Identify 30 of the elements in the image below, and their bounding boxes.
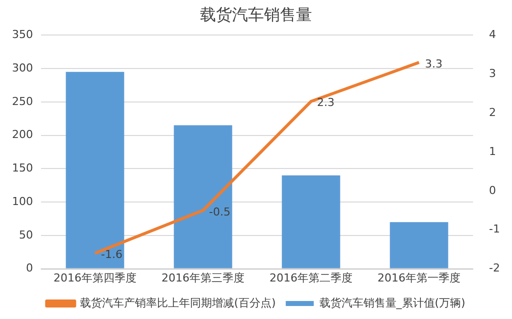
y-tick-label: 150 <box>12 162 33 175</box>
y2-tick-label: 2 <box>489 106 496 119</box>
y-tick-label: 0 <box>26 262 33 275</box>
bar <box>390 222 448 268</box>
y-tick-label: 350 <box>12 28 33 42</box>
x-tick-label: 2016年第四季度 <box>54 271 136 284</box>
legend-label: 载货汽车销售量_累计值(万辆) <box>319 296 466 310</box>
x-tick-label: 2016年第一季度 <box>378 271 461 284</box>
data-label: 3.3 <box>425 57 443 70</box>
y2-tick-label: 1 <box>489 144 496 158</box>
y2-tick-label: 3 <box>489 66 496 80</box>
y2-tick-label: 4 <box>489 28 496 42</box>
legend-label: 载货汽车产销率比上年同期增减(百分点) <box>80 296 276 310</box>
y-tick-label: 200 <box>12 128 33 142</box>
y2-tick-label: -2 <box>489 262 500 275</box>
bar <box>66 72 124 268</box>
y-tick-label: 50 <box>18 228 33 242</box>
x-tick-label: 2016年第三季度 <box>162 271 245 284</box>
y-tick-label: 250 <box>12 94 33 108</box>
y2-tick-label: -1 <box>489 222 500 236</box>
bar <box>282 175 340 268</box>
data-label: -0.5 <box>209 205 230 218</box>
y2-tick-label: 0 <box>489 184 496 197</box>
data-label: 2.3 <box>317 96 335 110</box>
y-tick-label: 300 <box>12 61 33 74</box>
y-tick-label: 100 <box>12 194 33 208</box>
chart-title: 载货汽车销售量 <box>200 4 312 24</box>
x-tick-label: 2016年第二季度 <box>270 271 353 284</box>
bar <box>174 125 232 268</box>
data-label: -1.6 <box>101 248 122 262</box>
